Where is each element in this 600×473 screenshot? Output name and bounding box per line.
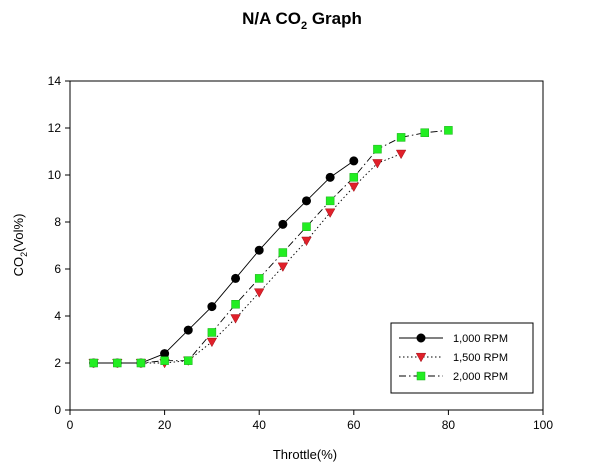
legend-entry: 1,500 RPM	[399, 352, 508, 364]
legend-marker	[416, 371, 426, 381]
series-point	[301, 236, 312, 247]
x-tick-label: 60	[347, 418, 361, 432]
y-axis-label-subscript: 2	[19, 252, 29, 257]
legend-marker	[415, 352, 427, 363]
legend: 1,000 RPM 1,500 RPM 2,000 RPM	[390, 322, 534, 394]
series-point	[395, 149, 407, 160]
series-point	[325, 172, 335, 182]
series-point	[277, 262, 289, 272]
series-point	[324, 208, 336, 218]
y-tick-label: 0	[54, 403, 61, 417]
series-line	[93, 153, 402, 364]
series-line	[93, 129, 449, 364]
series-point	[302, 222, 311, 231]
legend-label: 2,000 RPM	[453, 371, 508, 383]
series-point	[372, 159, 383, 169]
series-point	[230, 314, 241, 324]
x-tick-label: 0	[67, 418, 74, 432]
x-axis-ticks: 0 20 40 60 80 100	[67, 410, 553, 432]
series-point	[231, 300, 240, 309]
series-point	[207, 328, 217, 337]
legend-entry: 2,000 RPM	[399, 371, 508, 383]
chart-title-suffix: Graph	[307, 9, 362, 28]
x-axis-label: Throttle(%)	[273, 447, 337, 462]
legend-label: 1,500 RPM	[453, 352, 508, 364]
series-2	[88, 149, 407, 369]
x-tick-label: 40	[253, 418, 267, 432]
series-point	[325, 196, 335, 206]
x-tick-label: 20	[158, 418, 172, 432]
y-tick-label: 10	[48, 168, 62, 182]
x-tick-label: 100	[533, 418, 553, 432]
series-point	[253, 288, 265, 298]
chart-title: N/A CO2 Graph	[242, 9, 362, 32]
series-point	[373, 144, 382, 154]
y-axis-ticks: 0 2 4 6 8 10 12 14	[48, 74, 70, 417]
series-point	[420, 128, 429, 137]
y-tick-label: 12	[48, 121, 62, 135]
series-3	[89, 126, 453, 368]
y-tick-label: 14	[48, 74, 62, 88]
series-point	[301, 196, 311, 206]
series-point	[89, 358, 98, 368]
y-tick-label: 4	[54, 309, 61, 323]
series-point	[113, 358, 122, 368]
y-tick-label: 8	[54, 215, 61, 229]
y-tick-label: 6	[54, 262, 61, 276]
series-point	[444, 126, 453, 135]
series-point	[183, 325, 193, 335]
series-1	[89, 156, 359, 368]
series-layer	[88, 126, 453, 369]
chart-title-subscript: 2	[301, 20, 307, 32]
series-point	[278, 219, 288, 229]
series-point	[278, 248, 288, 257]
series-point	[206, 337, 218, 348]
series-line	[93, 160, 355, 364]
series-point	[254, 245, 264, 255]
legend-entry: 1,000 RPM	[399, 333, 508, 345]
plot-frame	[69, 80, 544, 411]
plot-area	[69, 80, 544, 411]
series-point	[396, 133, 406, 142]
series-point	[348, 182, 360, 193]
y-axis-label-suffix: (Vol%)	[11, 214, 26, 252]
series-point	[349, 156, 359, 166]
series-point	[184, 356, 193, 365]
series-point	[136, 358, 146, 368]
y-axis-label: CO2(Vol%)	[11, 214, 29, 277]
series-point	[254, 274, 264, 283]
legend-marker	[416, 333, 426, 343]
x-tick-label: 80	[442, 418, 456, 432]
series-point	[231, 273, 241, 283]
series-point	[207, 302, 217, 312]
legend-box	[390, 322, 534, 394]
series-point	[349, 173, 359, 182]
y-tick-label: 2	[54, 356, 61, 370]
series-point	[160, 356, 169, 365]
legend-label: 1,000 RPM	[453, 333, 508, 345]
